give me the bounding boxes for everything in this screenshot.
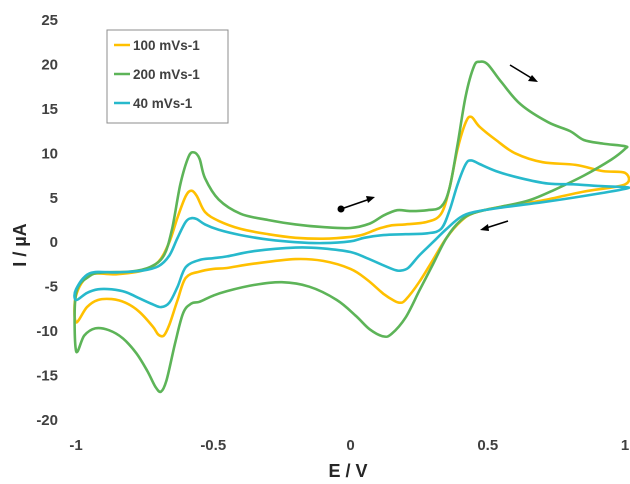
scan-start-arrow [340, 198, 371, 210]
annotation-arrows [337, 64, 538, 231]
y-axis-ticks: 25 20 15 10 5 0 -5 -10 -15 -20 [36, 12, 58, 429]
x-axis-ticks: -1 -0.5 0 0.5 1 [69, 437, 629, 454]
series-line-40 [73, 159, 630, 309]
series-line-200 [73, 60, 629, 394]
forward-scan-arrow [509, 64, 534, 80]
y-tick-label: 20 [41, 56, 58, 73]
forward-scan-arrow-head [528, 75, 538, 82]
x-tick-label: 0.5 [477, 437, 498, 454]
legend-label-100: 100 mVs-1 [133, 38, 200, 53]
x-tick-label: -1 [69, 437, 82, 454]
legend: 100 mVs-1 200 mVs-1 40 mVs-1 [106, 29, 229, 124]
y-tick-label: 10 [41, 145, 58, 162]
y-tick-label: -20 [36, 412, 58, 429]
y-tick-label: 15 [41, 101, 58, 118]
y-axis-label: I / µA [10, 223, 30, 266]
y-tick-label: 25 [41, 12, 58, 29]
x-tick-label: 0 [346, 437, 354, 454]
y-tick-label: -5 [45, 279, 58, 296]
legend-box [106, 29, 229, 124]
scan-start-arrow-head [366, 196, 375, 203]
y-tick-label: 5 [50, 190, 58, 207]
y-tick-label: 0 [50, 234, 58, 251]
x-axis-label: E / V [328, 461, 367, 481]
series-curves [73, 60, 630, 394]
legend-label-200: 200 mVs-1 [133, 67, 200, 82]
x-tick-label: 1 [621, 437, 629, 454]
reverse-scan-arrow-head [480, 224, 489, 231]
reverse-scan-arrow [485, 220, 509, 229]
y-tick-label: -10 [36, 323, 58, 340]
y-tick-label: -15 [36, 368, 58, 385]
legend-label-40: 40 mVs-1 [133, 96, 193, 111]
x-tick-label: -0.5 [200, 437, 226, 454]
